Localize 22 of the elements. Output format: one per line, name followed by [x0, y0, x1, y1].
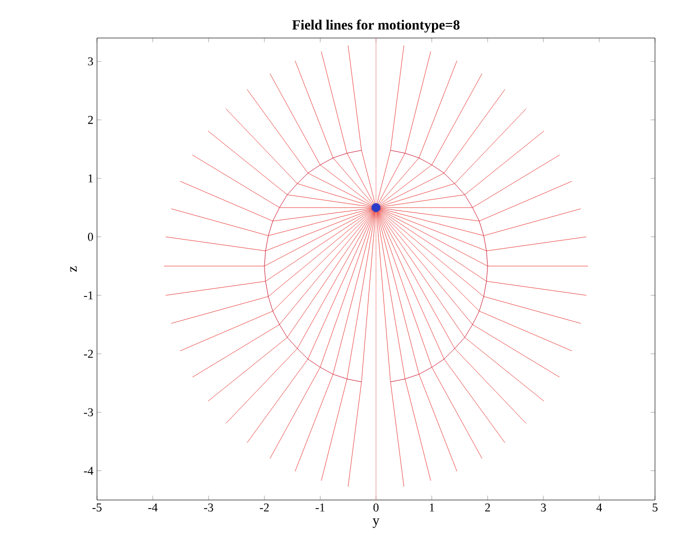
- x-tick-label: -1: [316, 504, 324, 512]
- x-tick-label: -5: [92, 504, 102, 512]
- x-tick-label: 4: [596, 504, 602, 512]
- x-tick-label: 5: [652, 504, 658, 512]
- y-tick-label: 0: [88, 232, 94, 241]
- x-tick-label: -4: [148, 504, 158, 512]
- x-tick-label: 1: [430, 504, 434, 512]
- y-tick-label: -1: [84, 291, 93, 300]
- y-axis-title: z: [70, 266, 77, 272]
- x-tick-label: 0: [373, 504, 379, 512]
- y-tick-label: 2: [88, 116, 93, 124]
- x-axis-title: y: [372, 518, 380, 528]
- y-tick-label: -4: [84, 466, 94, 475]
- chart-title: Field lines for motiontype=8: [292, 20, 460, 32]
- x-tick-label: 3: [540, 504, 546, 512]
- y-tick-label: 3: [88, 57, 94, 66]
- y-tick-label: -3: [84, 408, 94, 416]
- x-tick-label: -2: [260, 504, 269, 512]
- y-tick-label: 1: [88, 174, 93, 182]
- x-tick-label: -3: [204, 504, 214, 512]
- y-tick-label: -2: [84, 350, 93, 358]
- x-tick-label: 2: [485, 504, 490, 512]
